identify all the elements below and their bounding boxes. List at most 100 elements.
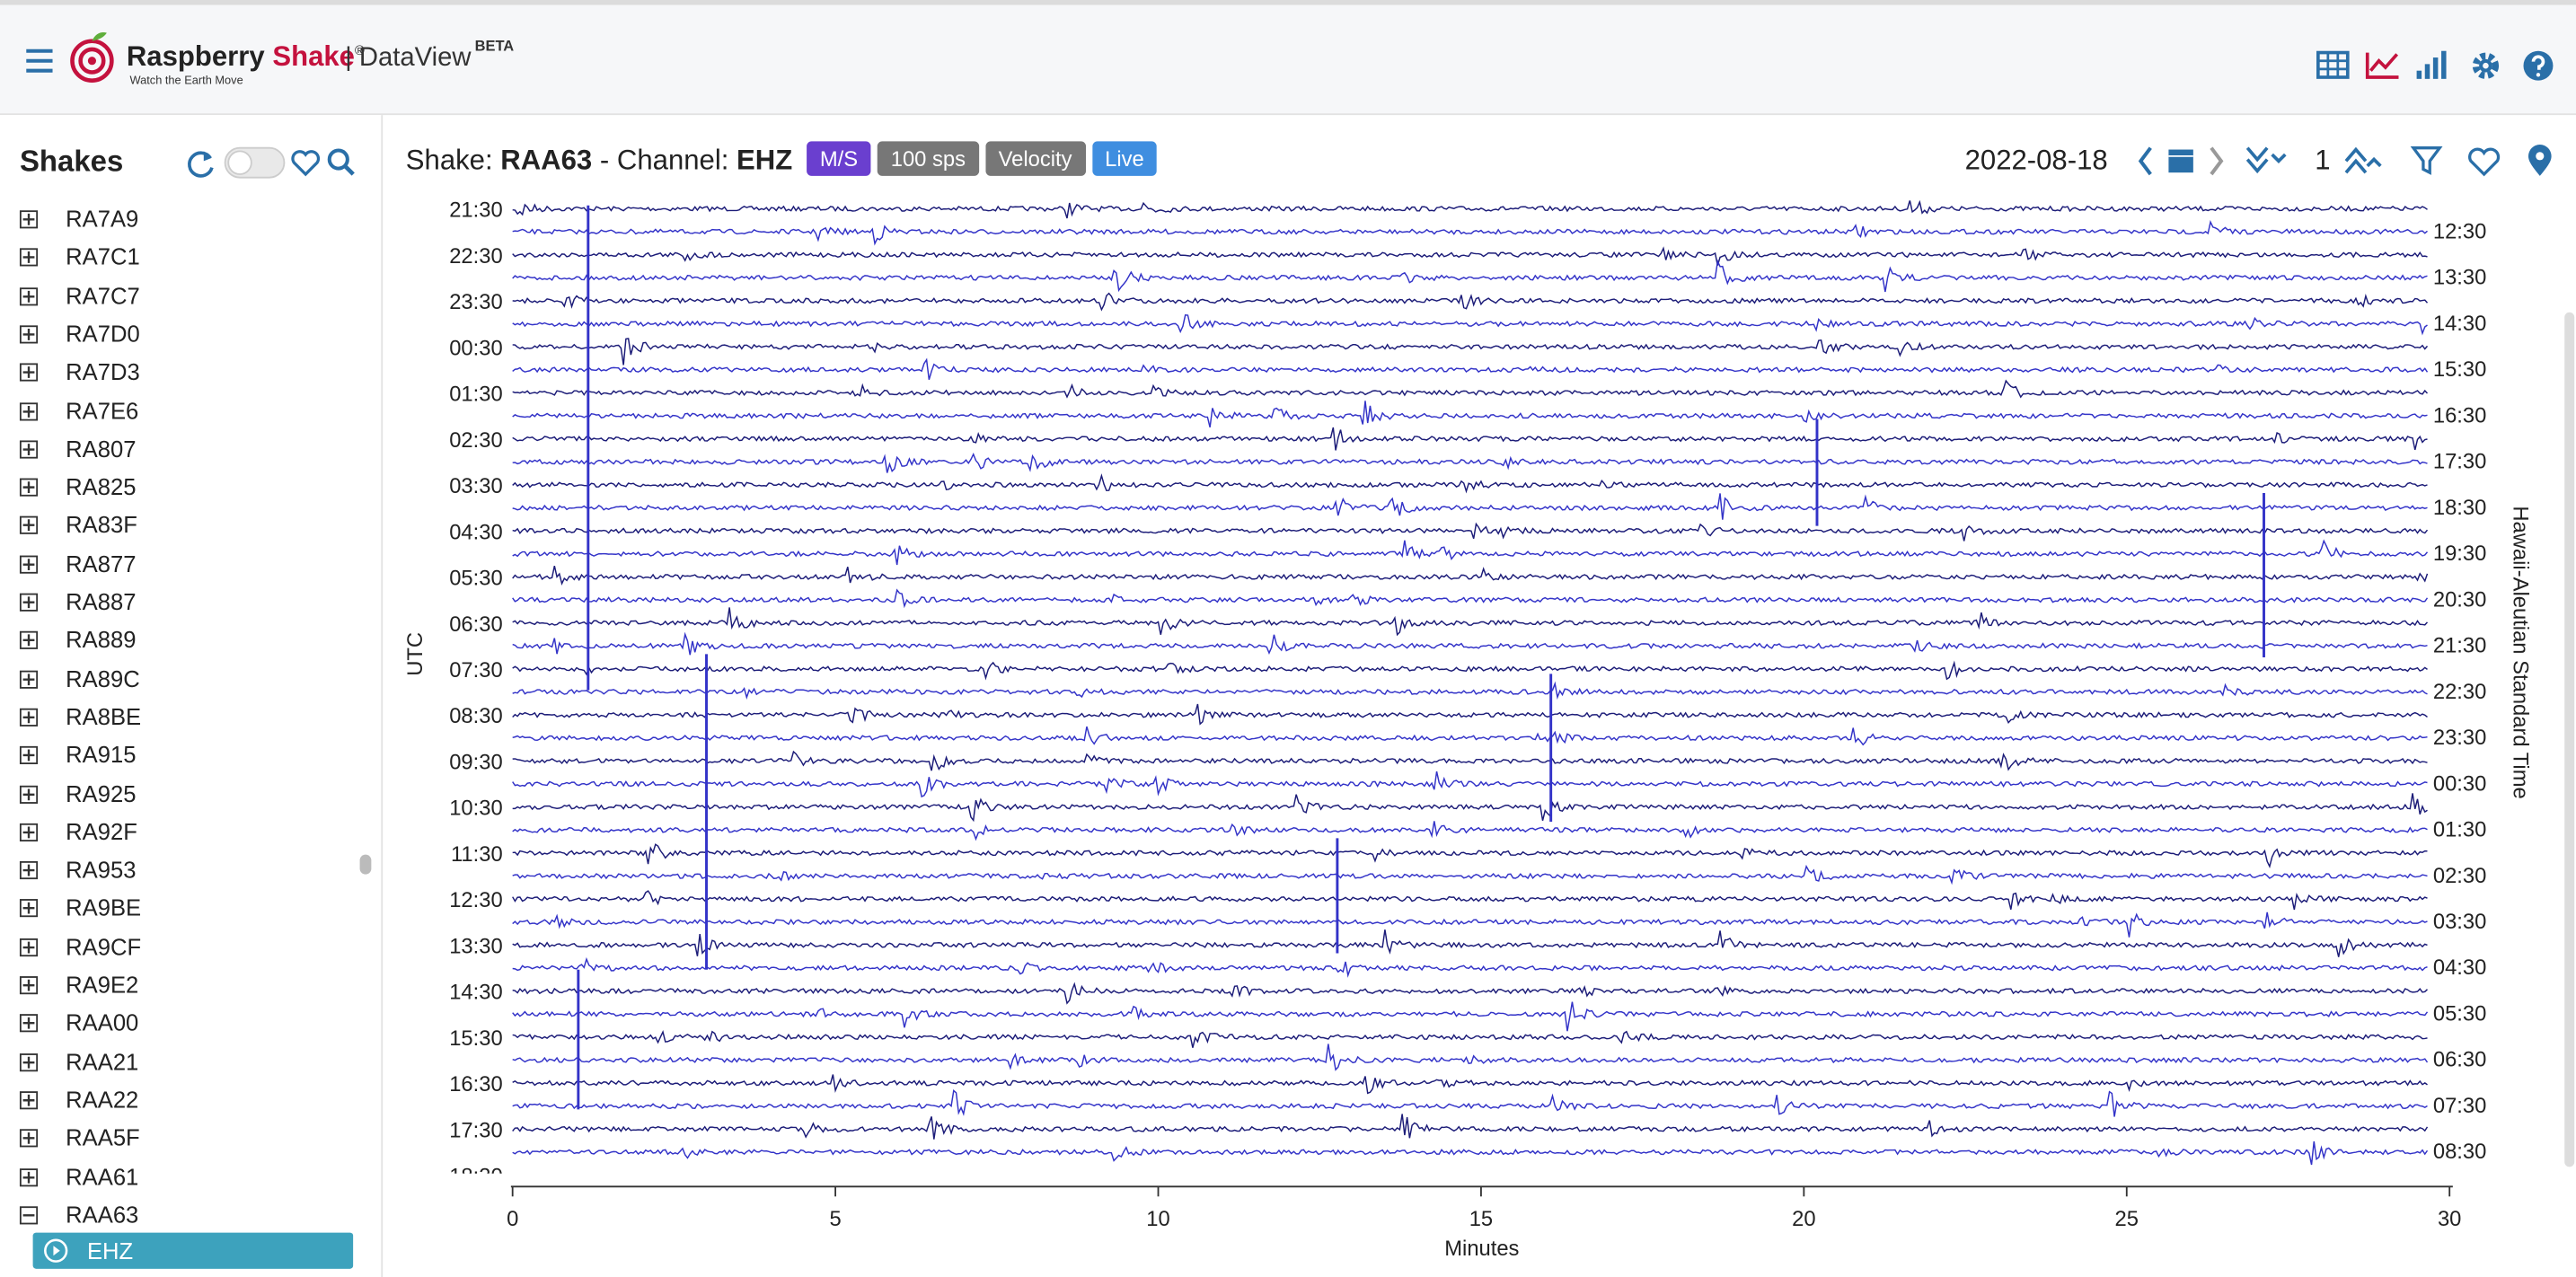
local-label: 05:30 bbox=[2433, 1001, 2486, 1026]
shake-item[interactable]: RA89C bbox=[19, 662, 140, 695]
chart-icon[interactable] bbox=[2365, 52, 2399, 79]
expand-box[interactable] bbox=[19, 286, 39, 305]
help-icon[interactable] bbox=[2523, 50, 2554, 81]
expand-box[interactable] bbox=[19, 593, 39, 612]
shake-item[interactable]: RA9BE bbox=[19, 892, 141, 925]
map-pin-dot bbox=[2536, 152, 2545, 161]
shake-item[interactable]: RA887 bbox=[19, 586, 137, 619]
fewer-lines[interactable] bbox=[2344, 146, 2382, 174]
menu-icon[interactable] bbox=[23, 44, 57, 77]
expand-box[interactable] bbox=[19, 516, 39, 535]
expand-box[interactable] bbox=[19, 1014, 39, 1033]
expand-box[interactable] bbox=[19, 899, 39, 918]
expand-box[interactable] bbox=[19, 784, 39, 804]
expand-box[interactable] bbox=[19, 1052, 39, 1071]
settings-icon[interactable] bbox=[2472, 52, 2500, 79]
trace bbox=[512, 1001, 2429, 1032]
shake-item[interactable]: RA8BE bbox=[19, 700, 141, 733]
trace bbox=[512, 338, 2429, 365]
utc-label: 06:30 bbox=[449, 612, 502, 637]
trace bbox=[512, 912, 2428, 938]
filter-icon[interactable] bbox=[2410, 146, 2443, 175]
brand[interactable]: Raspberry Shake® bbox=[127, 41, 365, 75]
rate-badge[interactable]: 100 sps bbox=[878, 141, 979, 176]
shake-item[interactable]: RA877 bbox=[19, 547, 136, 580]
shake-id: RA915 bbox=[66, 741, 137, 768]
local-label: 04:30 bbox=[2433, 956, 2486, 980]
channel-item[interactable]: EHZ bbox=[32, 1232, 354, 1270]
date[interactable]: 2022-08-18 bbox=[1964, 145, 2108, 176]
shake-item[interactable]: RAA21 bbox=[19, 1044, 138, 1078]
shake-id: RA9CF bbox=[66, 932, 142, 960]
shake-item[interactable]: RAA00 bbox=[19, 1007, 138, 1040]
expand-box[interactable] bbox=[19, 478, 39, 497]
shake-item[interactable]: RA83F bbox=[19, 508, 137, 542]
shake-item[interactable]: RA7A9 bbox=[19, 202, 138, 235]
signal-icon[interactable] bbox=[2416, 50, 2447, 79]
shake-id: RA7C1 bbox=[66, 243, 140, 270]
shake-item[interactable]: RAA5F bbox=[19, 1121, 140, 1154]
shake-id: RA887 bbox=[66, 588, 137, 615]
shake-item[interactable]: RA807 bbox=[19, 432, 136, 465]
favorite-station[interactable] bbox=[2468, 147, 2501, 177]
expand-box[interactable] bbox=[19, 938, 39, 956]
expand-box[interactable] bbox=[19, 1129, 39, 1148]
expand-box[interactable] bbox=[19, 861, 39, 880]
favorite-icon[interactable] bbox=[291, 150, 321, 177]
units-badge[interactable]: M/S bbox=[807, 141, 871, 176]
expand-box[interactable] bbox=[19, 248, 39, 268]
trace bbox=[512, 890, 2428, 911]
expand-sign bbox=[22, 405, 35, 417]
logo[interactable] bbox=[69, 28, 119, 84]
shake-item[interactable]: RA7D0 bbox=[19, 317, 140, 350]
expand-box[interactable] bbox=[19, 555, 39, 574]
shake-item[interactable]: RA7C7 bbox=[19, 278, 140, 312]
expand-box[interactable] bbox=[19, 440, 39, 459]
prev-day[interactable] bbox=[2138, 146, 2152, 176]
refresh-icon[interactable] bbox=[188, 151, 214, 178]
channel-id: EHZ bbox=[86, 1237, 134, 1264]
shake-item[interactable]: RAA22 bbox=[19, 1083, 138, 1116]
shake-item[interactable]: RA9CF bbox=[19, 929, 142, 963]
expand-box[interactable] bbox=[19, 363, 39, 382]
shake-item[interactable]: RA889 bbox=[19, 623, 136, 656]
calendar-icon[interactable] bbox=[2168, 145, 2193, 173]
shake-item[interactable]: RAA61 bbox=[19, 1159, 138, 1193]
live-badge[interactable]: Live bbox=[1091, 141, 1158, 176]
expand-box[interactable] bbox=[19, 325, 39, 344]
expand-box[interactable] bbox=[19, 401, 39, 420]
expand-box[interactable] bbox=[19, 631, 39, 650]
expand-box[interactable] bbox=[19, 1090, 39, 1110]
expand-box[interactable] bbox=[19, 976, 39, 995]
shake-item[interactable]: RA7E6 bbox=[19, 393, 138, 427]
table-icon[interactable] bbox=[2316, 50, 2350, 79]
shake-item[interactable]: RA7C1 bbox=[19, 241, 140, 274]
more-lines[interactable] bbox=[2245, 146, 2287, 174]
scrollbar[interactable] bbox=[359, 854, 372, 875]
shake-item[interactable]: RA953 bbox=[19, 853, 136, 886]
next-day[interactable] bbox=[2210, 146, 2224, 176]
expand-box[interactable] bbox=[19, 210, 39, 229]
expand-box[interactable] bbox=[19, 669, 39, 689]
shake-item[interactable]: RA9E2 bbox=[19, 968, 138, 1001]
expand-box[interactable] bbox=[19, 1205, 39, 1225]
mode-badge[interactable]: Velocity bbox=[984, 141, 1086, 176]
shake-item[interactable]: RA92F bbox=[19, 815, 137, 848]
plot-scrollbar[interactable] bbox=[2564, 312, 2575, 1167]
shake-item[interactable]: RA825 bbox=[19, 471, 136, 504]
search-icon[interactable] bbox=[327, 148, 355, 176]
expand-box[interactable] bbox=[19, 823, 39, 841]
expand-box[interactable] bbox=[19, 708, 39, 727]
shake-item[interactable]: RA7D3 bbox=[19, 356, 140, 389]
shake-id: RA92F bbox=[66, 818, 137, 845]
expand-box[interactable] bbox=[19, 1167, 39, 1186]
shake-item[interactable]: RA915 bbox=[19, 738, 137, 771]
utc-label: 11:30 bbox=[451, 842, 503, 867]
expand-sign bbox=[22, 213, 35, 225]
expand-sign bbox=[22, 1213, 35, 1217]
expand-sign bbox=[22, 328, 35, 340]
shake-item[interactable]: RA925 bbox=[19, 777, 136, 810]
expand-box[interactable] bbox=[19, 746, 39, 765]
shake-item[interactable]: RAA63 bbox=[19, 1198, 138, 1231]
